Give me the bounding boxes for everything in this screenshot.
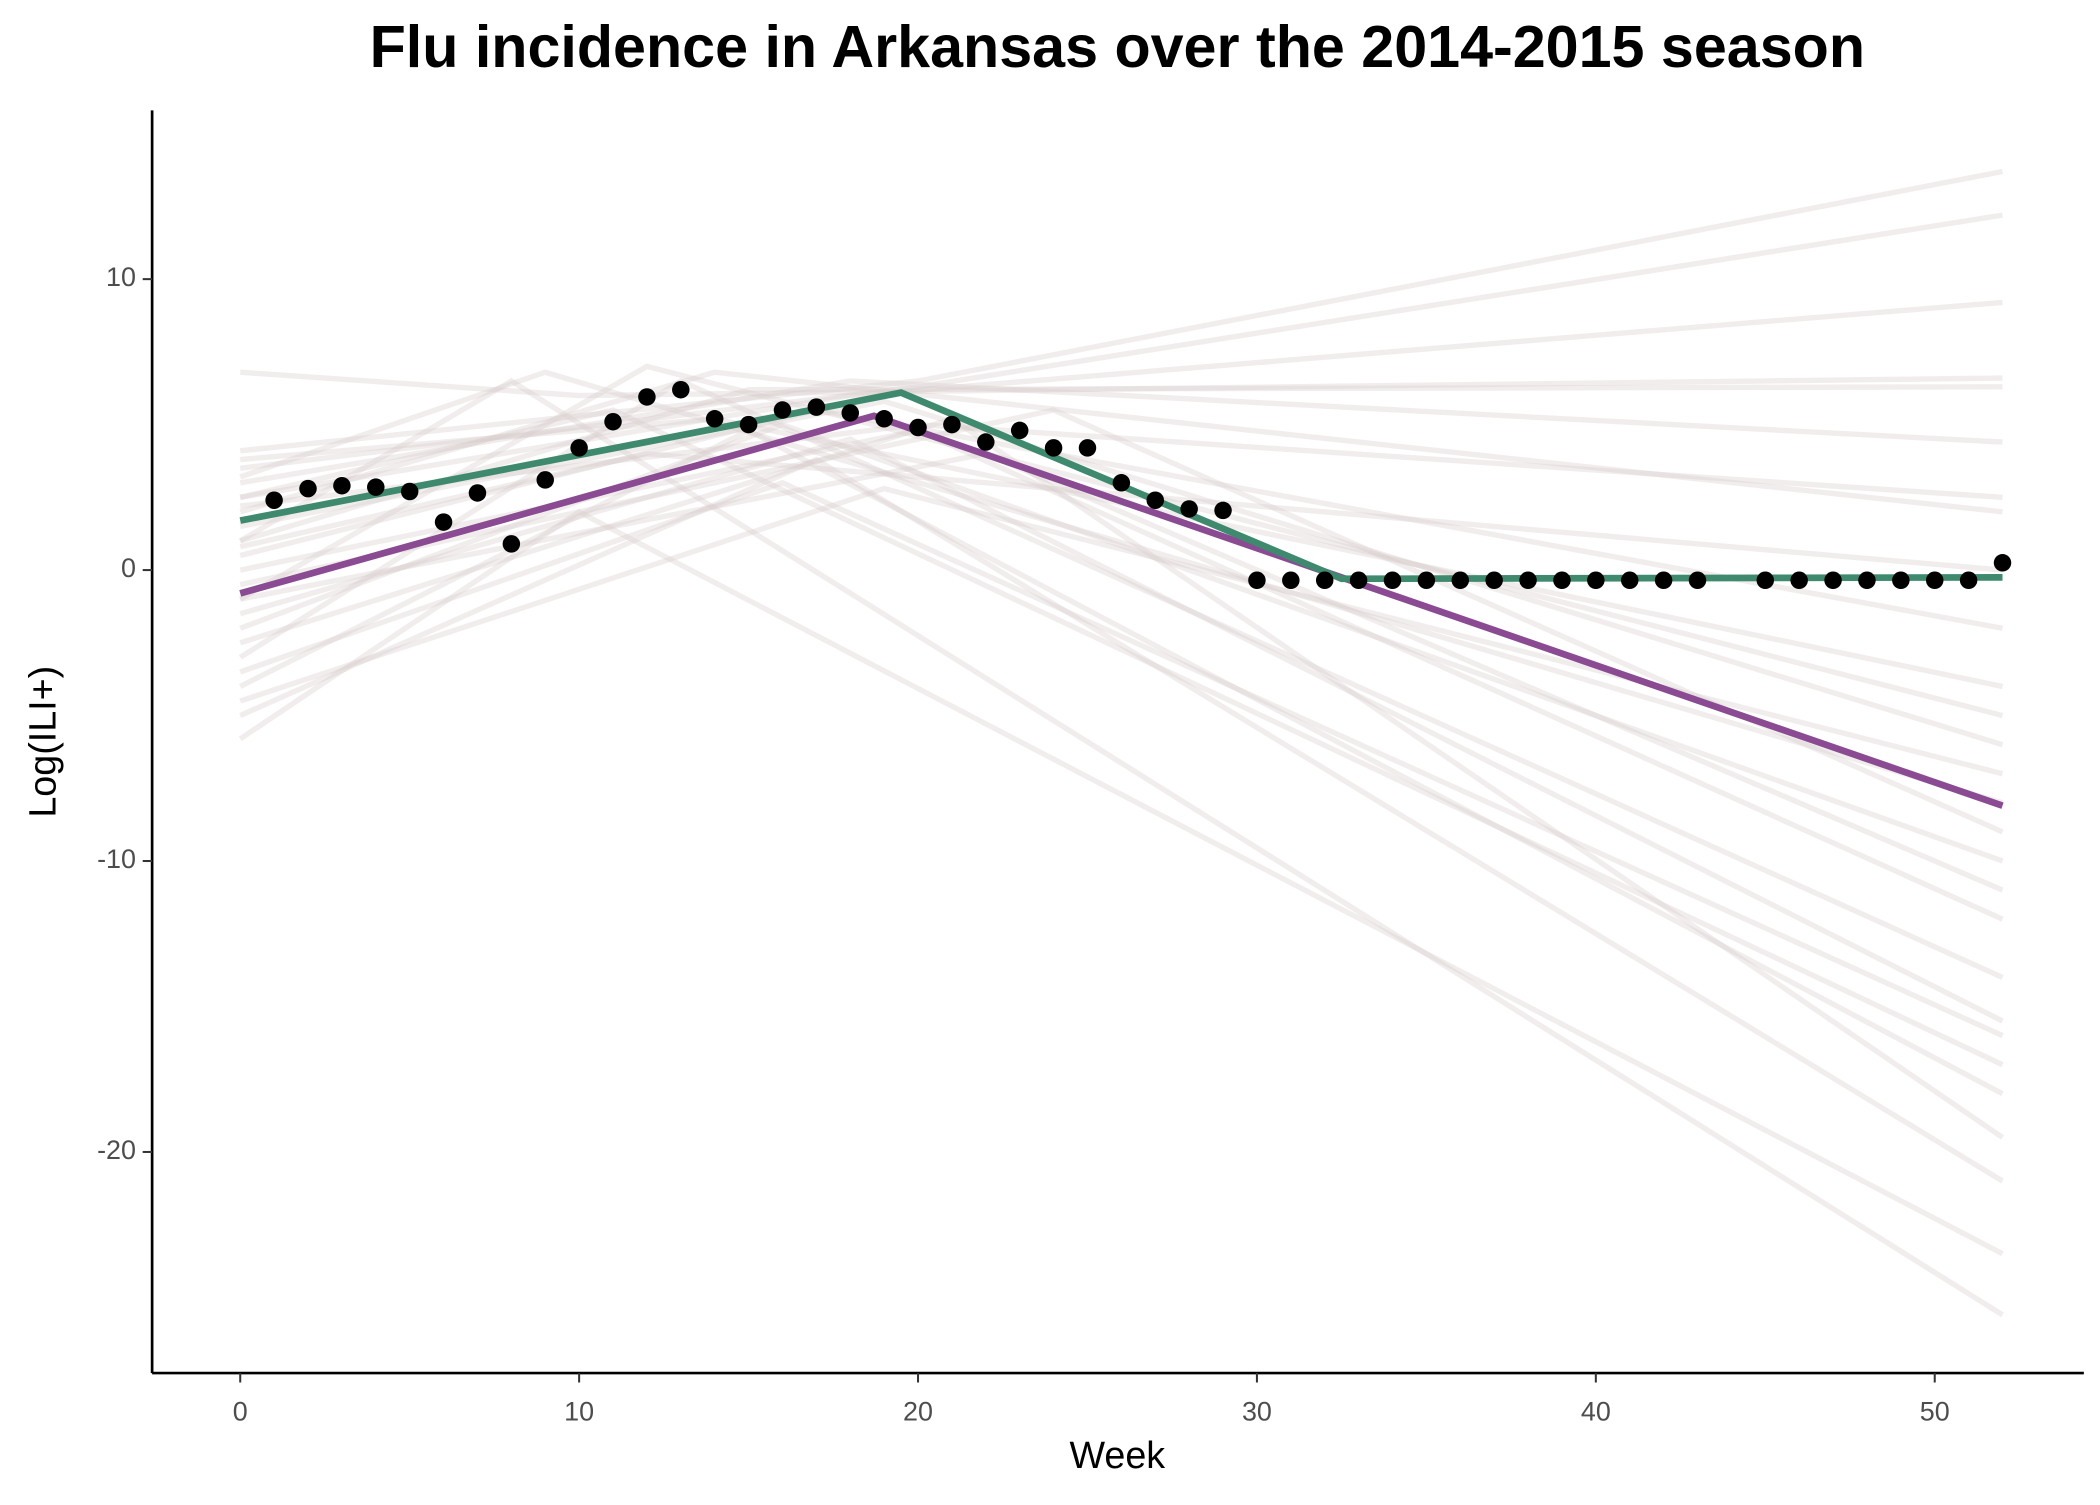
- series-line: [239, 450, 2003, 573]
- data-point: [1214, 501, 1232, 520]
- data-point: [705, 410, 724, 428]
- series-line: [240, 369, 2003, 399]
- data-point: [400, 482, 419, 501]
- y-tick-label: -10: [97, 844, 136, 874]
- x-tick-label: 0: [233, 1397, 248, 1427]
- x-tick-label: 10: [564, 1397, 594, 1427]
- data-point: [1519, 571, 1537, 590]
- data-point: [638, 388, 656, 406]
- data-point: [1112, 474, 1131, 492]
- y-tick-label: 10: [106, 262, 136, 292]
- data-point: [468, 484, 487, 502]
- series-line: [239, 436, 2004, 1024]
- data-point: [1451, 571, 1470, 590]
- data-point: [977, 433, 995, 451]
- data-point: [536, 471, 554, 489]
- series-line: [239, 369, 2004, 806]
- chart-title: Flu incidence in Arkansas over the 2014-…: [370, 13, 1865, 80]
- data-point: [1417, 571, 1436, 590]
- x-tick-label: 40: [1581, 1397, 1611, 1427]
- data-point: [943, 415, 961, 434]
- data-point: [1688, 571, 1707, 590]
- data-point: [367, 478, 385, 496]
- series-line: [239, 212, 2003, 471]
- series-line: [239, 299, 2003, 500]
- series-line: [239, 421, 2004, 864]
- data-point: [1654, 571, 1673, 590]
- data-point: [265, 491, 283, 509]
- data-point: [570, 439, 588, 457]
- data-point: [1383, 571, 1402, 590]
- data-point: [875, 410, 893, 428]
- data-point: [1993, 554, 2012, 572]
- data-point: [299, 479, 317, 498]
- series-line: [239, 479, 2004, 1039]
- y-axis-title: Log(ILI+): [22, 666, 64, 818]
- series-line: [239, 456, 2004, 1184]
- data-point: [1756, 571, 1775, 590]
- data-point: [1587, 571, 1605, 590]
- data-point: [1282, 571, 1300, 590]
- series-line: [238, 363, 2004, 719]
- y-tick-label: -20: [97, 1135, 136, 1165]
- data-point: [1044, 439, 1063, 457]
- series-line: [239, 412, 2004, 809]
- y-tick-label: 0: [121, 553, 136, 583]
- series-line: [238, 508, 2004, 1257]
- data-point: [1790, 571, 1808, 590]
- series-line: [239, 378, 2003, 486]
- data-point: [502, 535, 521, 553]
- data-point: [1959, 571, 1978, 590]
- x-tick-label: 50: [1920, 1397, 1950, 1427]
- data-point: [739, 415, 758, 434]
- data-point: [1620, 571, 1639, 590]
- data-point: [1925, 571, 1944, 590]
- series-line: [239, 407, 2004, 835]
- data-point: [604, 412, 622, 431]
- data-point: [1146, 491, 1165, 509]
- data-point: [807, 398, 826, 416]
- data-point: [1824, 571, 1842, 590]
- data-point: [434, 513, 453, 531]
- data-point: [1180, 500, 1198, 518]
- data-point: [1010, 421, 1029, 440]
- data-point: [773, 401, 792, 419]
- series-line: [239, 369, 2003, 515]
- series-line: [239, 407, 2004, 1068]
- data-point: [1315, 571, 1334, 590]
- data-point: [1349, 571, 1368, 590]
- data-point: [1485, 571, 1503, 590]
- series-line: [238, 377, 2004, 1318]
- x-axis-title: Week: [1069, 1434, 1165, 1476]
- plot-area: [238, 168, 2012, 1318]
- data-point: [1858, 571, 1876, 590]
- x-tick-label: 30: [1242, 1397, 1272, 1427]
- data-point: [1078, 439, 1097, 457]
- series-line: [239, 398, 2004, 748]
- data-point: [1892, 571, 1910, 590]
- data-point: [672, 380, 690, 399]
- data-point: [841, 404, 859, 422]
- series-line: [239, 168, 2004, 454]
- data-point: [1248, 571, 1266, 590]
- x-tick-label: 20: [903, 1397, 933, 1427]
- data-point: [1553, 571, 1571, 590]
- data-point: [333, 476, 351, 495]
- data-point: [909, 418, 927, 437]
